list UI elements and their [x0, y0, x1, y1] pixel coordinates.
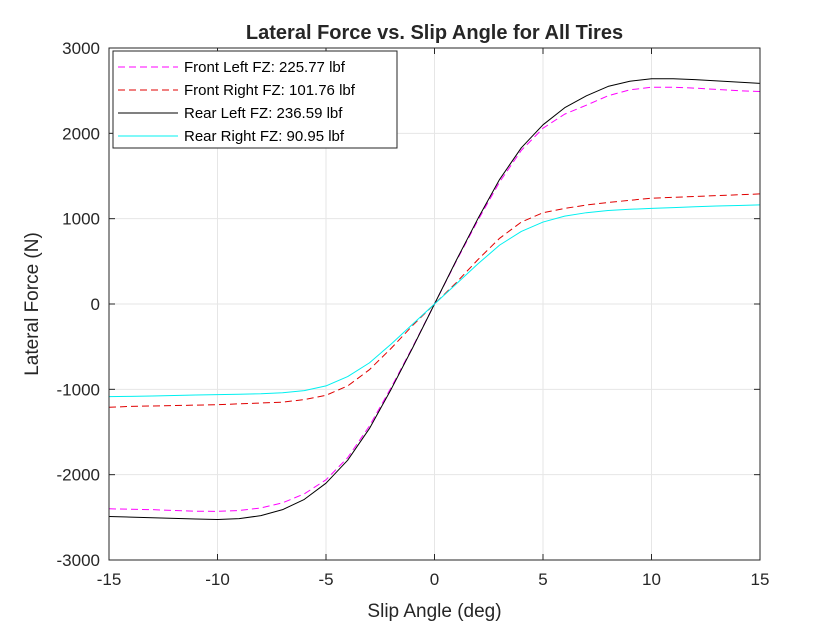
legend-label-4: Rear Right FZ: 90.95 lbf [184, 128, 345, 145]
chart-title: Lateral Force vs. Slip Angle for All Tir… [246, 22, 623, 44]
y-tick-label: -1000 [57, 380, 100, 399]
legend-label-1: Front Left FZ: 225.77 lbf [184, 59, 346, 76]
x-tick-label: 5 [538, 570, 547, 589]
legend: Front Left FZ: 225.77 lbf Front Right FZ:… [112, 50, 398, 149]
x-tick-label: 10 [642, 570, 661, 589]
series-line-4 [108, 204, 761, 398]
y-tick-label: 0 [91, 295, 100, 314]
x-tick-label: 15 [751, 570, 770, 589]
legend-label-2: Front Right FZ: 101.76 lbf [184, 82, 356, 99]
legend-label-3: Rear Left FZ: 236.59 lbf [184, 105, 343, 122]
legend-box [112, 50, 398, 149]
x-axis-label: Slip Angle (deg) [367, 601, 501, 622]
y-tick-label: -3000 [57, 551, 100, 570]
series-layer [108, 78, 761, 520]
y-tick-label: 3000 [62, 39, 100, 58]
y-axis-label: Lateral Force (N) [22, 232, 43, 376]
y-tick-label: 2000 [62, 124, 100, 143]
x-tick-label: -5 [318, 570, 333, 589]
x-tick-label: -15 [97, 570, 122, 589]
x-tick-label: 0 [430, 570, 439, 589]
y-tick-label: -2000 [57, 466, 100, 485]
y-tick-label: 1000 [62, 210, 100, 229]
x-tick-label: -10 [205, 570, 230, 589]
ticks: -15 -10 -5 0 5 10 15 -3000 -2000 -1000 0 1000 2000 30… [57, 39, 770, 589]
